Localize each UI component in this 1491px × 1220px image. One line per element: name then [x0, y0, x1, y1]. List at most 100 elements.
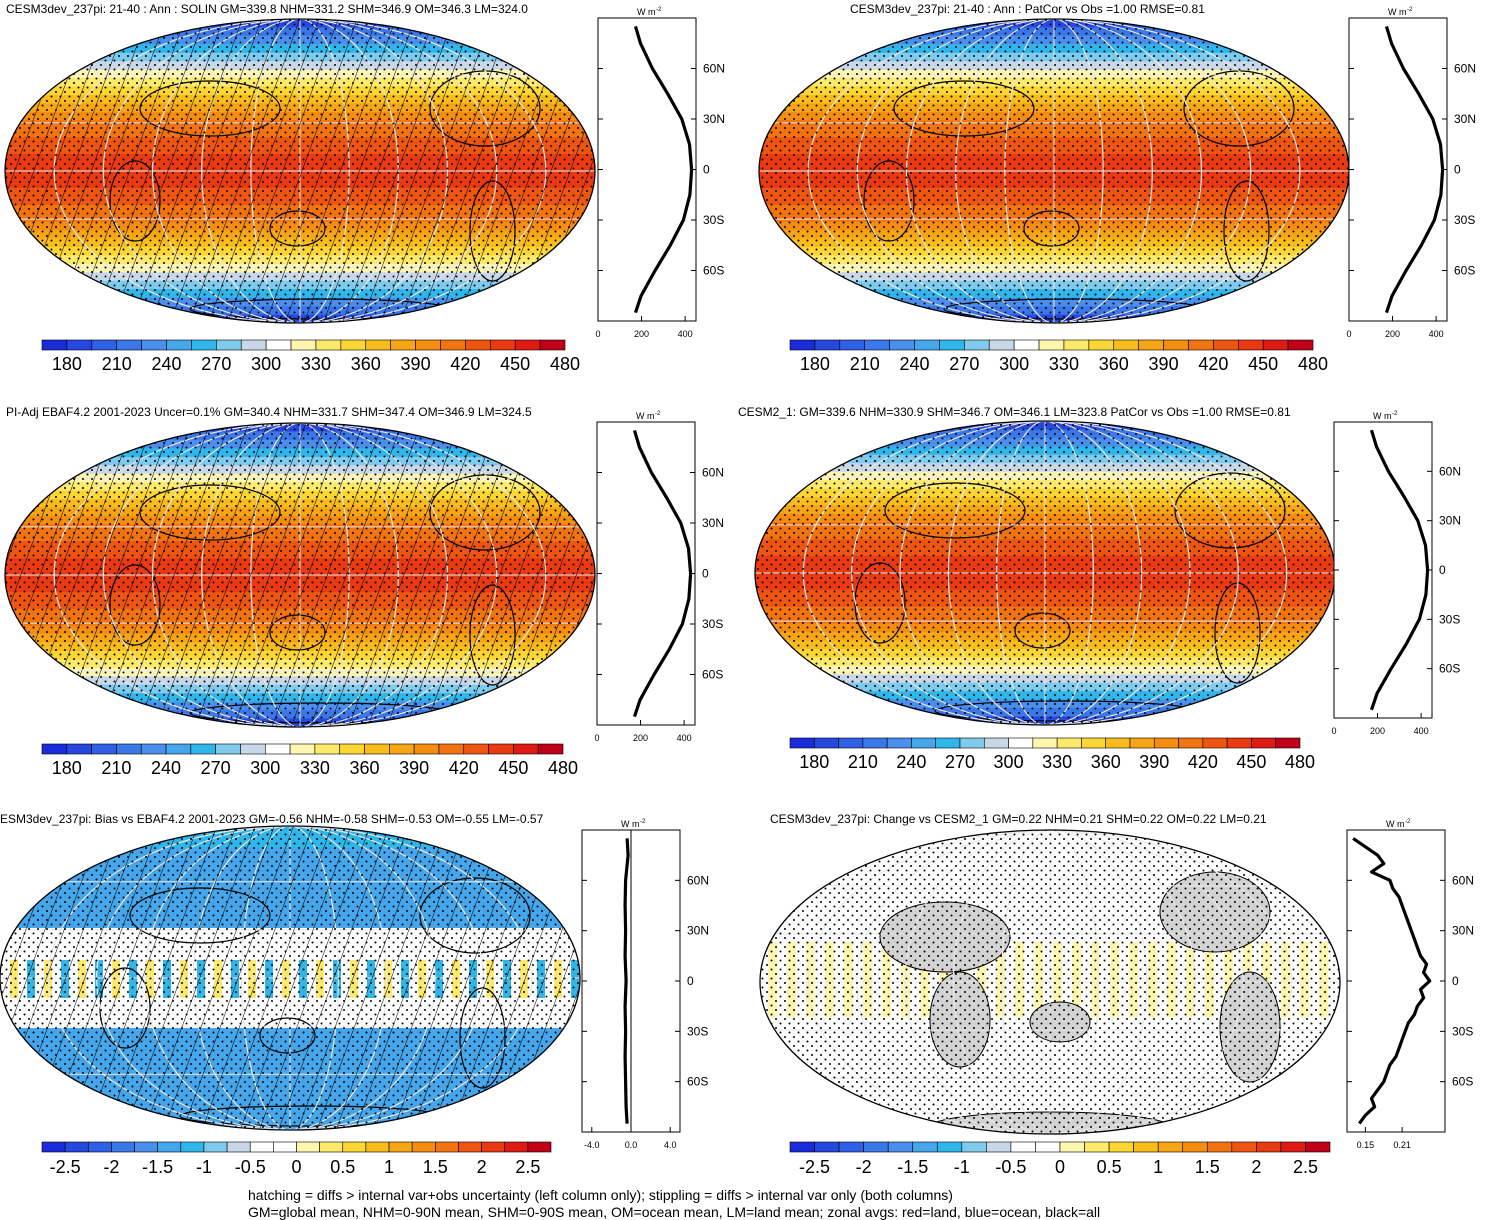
colorbar-swatch: [134, 1141, 158, 1153]
y-tick-label: 0: [702, 567, 709, 581]
y-tick-label: 60S: [1439, 662, 1460, 676]
colorbar-tick-label: 420: [1188, 752, 1218, 772]
colorbar-tick-label: 0: [291, 1157, 301, 1177]
x-tick-label: 0.15: [1357, 1140, 1375, 1150]
colorbar-swatch: [116, 339, 142, 351]
colorbar-swatch: [481, 1141, 506, 1153]
colorbar-swatch: [935, 737, 961, 749]
colorbar-tick-label: 180: [52, 758, 82, 778]
colorbar-swatch: [1081, 737, 1107, 749]
colorbar-swatch: [64, 1141, 89, 1153]
colorbar-swatch: [912, 1141, 938, 1153]
panel-title: PI-Adj EBAF4.2 2001-2023 Uncer=0.1% GM=3…: [6, 405, 532, 419]
y-tick-label: 30S: [703, 213, 724, 227]
units-exponent: -2: [1392, 411, 1398, 417]
stippling-overlay: [759, 19, 1349, 323]
colorbar-tick-label: -1.5: [897, 1157, 928, 1177]
colorbar-swatch: [465, 339, 491, 351]
colorbar-tick-label: 450: [500, 354, 530, 374]
y-tick-label: 0: [687, 974, 694, 988]
zonal-mean-frame: [1333, 421, 1433, 719]
colorbar-tick-label: 1.5: [423, 1157, 448, 1177]
colorbar-swatch: [463, 743, 489, 755]
hatching-overlay: [0, 826, 580, 1130]
map-border: [759, 829, 1341, 1135]
map-field: [755, 421, 1335, 725]
colorbar-tick-label: 0.5: [1097, 1157, 1122, 1177]
colorbar-tick-label: -1.5: [142, 1157, 173, 1177]
x-tick-label: 0: [594, 733, 599, 743]
colorbar-tick-label: 360: [1091, 752, 1121, 772]
colorbar-tick-label: -2.5: [799, 1157, 830, 1177]
colorbar-swatch: [1088, 339, 1115, 351]
colorbar-swatch: [1231, 1141, 1257, 1153]
colorbar-swatch: [1280, 1141, 1306, 1153]
colorbar-tick-label: 2: [1251, 1157, 1261, 1177]
colorbar-swatch: [216, 339, 242, 351]
colorbar-swatch: [514, 339, 541, 351]
colorbar-tick-label: 300: [250, 758, 280, 778]
units-exponent: -2: [655, 411, 661, 417]
y-tick-label: 30N: [1439, 514, 1461, 528]
colorbar-tick-label: -0.5: [995, 1157, 1026, 1177]
colorbar-tick-label: 300: [999, 354, 1029, 374]
x-tick-label: 400: [678, 329, 693, 339]
x-tick-label: 200: [1385, 329, 1400, 339]
y-tick-label: 30S: [702, 617, 723, 631]
colorbar-swatch: [226, 1141, 251, 1153]
colorbar-swatch: [1202, 737, 1228, 749]
colorbar-swatch: [539, 339, 566, 351]
colorbar-tick-label: 180: [52, 354, 82, 374]
y-tick-label: 30S: [1439, 612, 1460, 626]
colorbar-swatch: [1113, 339, 1139, 351]
colorbar-swatch: [389, 743, 415, 755]
x-tick-label: 400: [1429, 329, 1444, 339]
colorbar-tick-label: 240: [151, 758, 181, 778]
colorbar-tick-label: 390: [401, 354, 431, 374]
y-tick-label: 0: [1454, 163, 1461, 177]
colorbar-swatch: [983, 737, 1009, 749]
colorbar-tick-label: 360: [1099, 354, 1129, 374]
x-tick-label: 200: [634, 329, 649, 339]
colorbar-swatch: [365, 1141, 390, 1153]
colorbar-swatch: [435, 1141, 459, 1153]
colorbar-swatch: [789, 339, 816, 351]
colorbar-swatch: [91, 339, 118, 351]
colorbar-swatch: [1251, 737, 1277, 749]
colorbar-swatch: [365, 339, 391, 351]
y-tick-label: 60N: [702, 466, 724, 480]
panel-title: CESM3dev_237pi: Change vs CESM2_1 GM=0.2…: [770, 812, 1267, 826]
colorbar-tick-label: -2: [103, 1157, 119, 1177]
colorbar-tick-label: 0.5: [330, 1157, 355, 1177]
panel-2: CESM3dev_237pi: 21-40 : Ann : PatCor vs …: [758, 2, 1476, 374]
colorbar-tick-label: 270: [201, 354, 231, 374]
colorbar-swatch: [1213, 339, 1239, 351]
y-tick-label: 30N: [702, 516, 724, 530]
x-tick-label: -4.0: [584, 1140, 600, 1150]
colorbar-tick-label: 270: [945, 752, 975, 772]
colorbar-tick-label: 180: [800, 354, 830, 374]
colorbar-swatch: [41, 1141, 66, 1153]
y-tick-label: 60N: [1439, 464, 1461, 478]
units-label: W m: [637, 7, 656, 17]
colorbar-swatch: [1305, 1141, 1331, 1153]
x-tick-label: 400: [677, 733, 692, 743]
colorbar-tick-label: 360: [350, 758, 380, 778]
colorbar-swatch: [964, 339, 990, 351]
colorbar-swatch: [1275, 737, 1301, 749]
colorbar-swatch: [140, 743, 167, 755]
y-tick-label: 30N: [1454, 112, 1476, 126]
x-tick-label: 0.21: [1393, 1140, 1411, 1150]
units-exponent: -2: [1405, 819, 1411, 825]
colorbar-swatch: [1056, 737, 1082, 749]
colorbar-swatch: [864, 339, 890, 351]
units-label: W m: [621, 819, 640, 829]
units-label: W m: [1373, 411, 1392, 421]
colorbar-swatch: [41, 339, 68, 351]
colorbar-swatch: [527, 1141, 552, 1153]
y-tick-label: 60N: [703, 62, 725, 76]
x-tick-label: 200: [1370, 726, 1385, 736]
map-field: [759, 19, 1349, 323]
panel-5: ESM3dev_237pi: Bias vs EBAF4.2 2001-2023…: [0, 812, 709, 1177]
